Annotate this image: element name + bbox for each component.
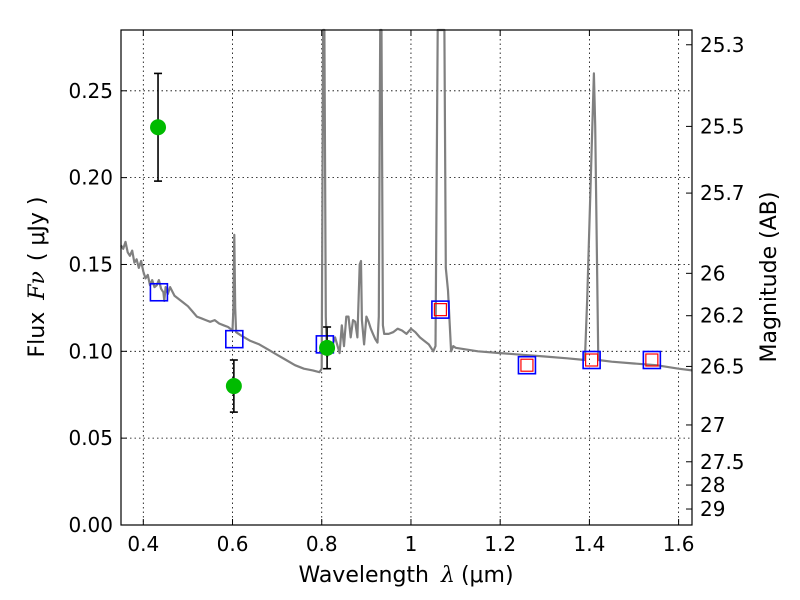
x-tick-label: 1.2: [484, 532, 516, 556]
y-right-tick-label: 26.5: [700, 354, 745, 378]
grid: [121, 30, 692, 526]
axis-ticks: 0.4 0.6 0.8 1 1.2 1.4 1.6 0.00 0.05 0.10 0.15 0.20 0…: [68, 30, 745, 556]
x-tick-label: 1: [405, 532, 418, 556]
y-tick-label: 0.10: [68, 339, 113, 363]
green-data-point: [319, 339, 336, 356]
y-tick-label: 0.05: [68, 426, 113, 450]
model-spectrum-line: [120, 28, 693, 374]
y-right-tick-label: 27.5: [700, 450, 745, 474]
red-square-point: [520, 358, 534, 372]
x-tick-label: 0.4: [127, 532, 159, 556]
blue-square-point: [225, 329, 244, 349]
x-axis-title-unit: (μm): [461, 563, 514, 588]
y-right-tick-label: 26.2: [700, 304, 745, 328]
blue-square-point: [517, 355, 537, 375]
blue-square-point: [642, 350, 662, 370]
y-axis-title-symbol: Fν: [25, 271, 50, 301]
blue-square-point: [582, 350, 601, 370]
red-square-point: [585, 353, 599, 367]
red-square-point: [433, 303, 448, 317]
blue-square-point: [149, 282, 169, 302]
y-axis-title: Flux Fν ( μJy ): [25, 196, 50, 357]
data-series: [120, 28, 693, 413]
y-right-tick-label: 27: [700, 413, 725, 437]
y-tick-label: 0.15: [68, 252, 113, 276]
plot-frame: [120, 29, 693, 526]
x-axis-title-symbol: λ: [440, 563, 455, 588]
x-axis-title: Wavelength λ (μm): [298, 563, 513, 588]
y-axis-title-unit: ( μJy ): [25, 196, 50, 261]
x-tick-label: 0.6: [217, 532, 249, 556]
green-data-point: [225, 378, 242, 395]
y-tick-label: 0.00: [68, 513, 113, 537]
y-right-tick-label: 26: [700, 261, 725, 285]
x-axis-title-text: Wavelength: [298, 563, 429, 588]
y-right-axis-title: Magnitude (AB): [757, 192, 782, 363]
y-axis-title-text: Flux: [25, 312, 50, 358]
y-tick-label: 0.25: [68, 79, 113, 103]
green-data-point: [150, 119, 167, 136]
x-tick-label: 1.6: [663, 532, 695, 556]
x-tick-label: 0.8: [306, 532, 338, 556]
y-right-tick-label: 25.7: [700, 181, 745, 205]
y-tick-label: 0.20: [68, 166, 113, 190]
red-square-point: [645, 353, 659, 367]
y-right-tick-label: 25.3: [700, 33, 745, 57]
y-right-tick-label: 29: [700, 497, 725, 521]
x-tick-label: 1.4: [573, 532, 605, 556]
y-right-tick-label: 25.5: [700, 114, 745, 138]
plot-background: [121, 30, 692, 525]
y-right-tick-label: 28: [700, 473, 725, 497]
blue-square-point: [431, 300, 450, 319]
